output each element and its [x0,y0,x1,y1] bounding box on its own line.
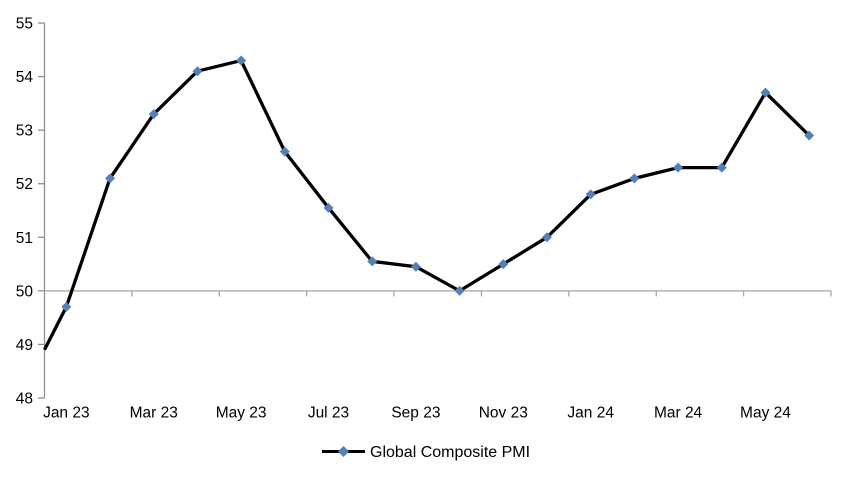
data-point-marker [279,146,290,157]
chart-legend: Global Composite PMI [322,444,530,461]
x-tick-label: Mar 23 [130,405,178,422]
data-point-marker [454,285,465,296]
x-tick-label: May 24 [740,405,791,422]
x-tick-label: Mar 24 [654,405,703,422]
x-tick-label: Jul 23 [308,405,349,422]
data-point-marker [367,256,378,267]
y-tick-label: 48 [16,391,33,408]
data-point-marker [629,173,640,184]
data-point-marker [410,261,421,272]
data-point-marker [236,55,247,66]
data-point-marker [105,173,116,184]
data-point-marker [192,66,203,77]
data-point-marker [541,232,552,243]
x-tick-label: Sep 23 [391,405,440,422]
x-tick-label: Nov 23 [479,405,528,422]
y-tick-label: 50 [16,283,34,300]
legend-diamond-icon [338,446,349,457]
data-point-marker [61,301,72,312]
x-tick-label: Jan 23 [43,405,90,422]
y-tick-label: 51 [16,230,33,247]
data-point-marker [148,109,159,120]
x-tick-label: May 23 [216,405,267,422]
data-point-marker [585,189,596,200]
data-point-marker [760,87,771,98]
y-tick-label: 53 [16,123,33,140]
x-tick-label: Jan 24 [567,405,614,422]
data-point-marker [498,259,509,270]
data-point-marker [673,162,684,173]
data-point-marker [804,130,815,141]
y-tick-label: 49 [16,337,33,354]
y-tick-label: 54 [16,69,34,86]
y-tick-label: 55 [16,16,33,33]
data-point-marker [323,202,334,213]
data-point-marker [716,162,727,173]
y-tick-label: 52 [16,176,33,193]
legend-label: Global Composite PMI [370,444,530,461]
